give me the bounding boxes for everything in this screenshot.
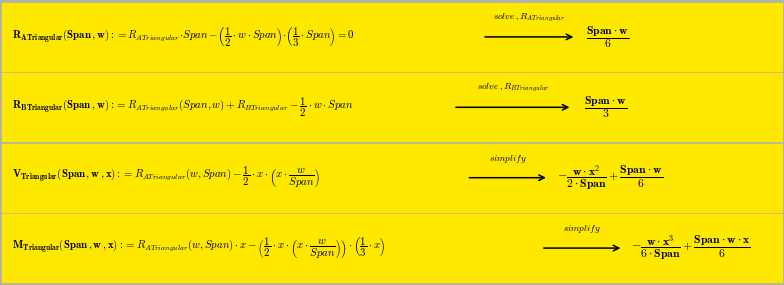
Text: $\mathit{simplify}$: $\mathit{simplify}$	[563, 223, 601, 235]
FancyBboxPatch shape	[2, 3, 782, 71]
FancyBboxPatch shape	[2, 214, 782, 282]
Text: $\mathbf{V}_{\mathbf{Triangular}}\mathbf{(Span\,,w\,,x):=}R_{ATriangular}(w,Span: $\mathbf{V}_{\mathbf{Triangular}}\mathbf…	[12, 165, 320, 190]
Text: $\mathit{simplify}$: $\mathit{simplify}$	[488, 153, 527, 165]
Text: $\mathit{solve}\,,R_{ATriangular}$: $\mathit{solve}\,,R_{ATriangular}$	[493, 12, 565, 24]
Text: $\mathbf{M}_{\mathbf{Triangular}}\mathbf{(Span\,,w\,,x):=}R_{ATriangular}(w,Span: $\mathbf{M}_{\mathbf{Triangular}}\mathbf…	[12, 235, 385, 261]
Text: $\mathbf{R}_{\mathbf{ATriangular}}\mathbf{(Span\,,w):=}R_{ATriangular}\!\cdot\! : $\mathbf{R}_{\mathbf{ATriangular}}\mathb…	[12, 25, 354, 49]
Text: $\mathbf{R}_{\mathbf{BTriangular}}\mathbf{(Span\,,w):=}R_{ATriangular}(Span,w)+R: $\mathbf{R}_{\mathbf{BTriangular}}\mathb…	[12, 95, 354, 119]
Text: $\dfrac{\mathbf{Span}\cdot\mathbf{w}}{\mathbf{6}}$: $\dfrac{\mathbf{Span}\cdot\mathbf{w}}{\m…	[586, 24, 630, 50]
Text: $-\dfrac{\mathbf{w}\cdot\mathbf{x}^{\mathbf{2}}}{\mathbf{2}\cdot\mathbf{Span}}+\: $-\dfrac{\mathbf{w}\cdot\mathbf{x}^{\mat…	[557, 163, 662, 192]
Text: $-\dfrac{\mathbf{w}\cdot\mathbf{x}^{\mathbf{3}}}{\mathbf{6}\cdot\mathbf{Span}}+\: $-\dfrac{\mathbf{w}\cdot\mathbf{x}^{\mat…	[631, 234, 751, 262]
FancyBboxPatch shape	[2, 144, 782, 212]
Text: $\dfrac{\mathbf{Span}\cdot\mathbf{w}}{\mathbf{3}}$: $\dfrac{\mathbf{Span}\cdot\mathbf{w}}{\m…	[584, 94, 627, 120]
Text: $\mathit{solve}\,,R_{BTriangular}$: $\mathit{solve}\,,R_{BTriangular}$	[477, 82, 549, 94]
FancyBboxPatch shape	[2, 73, 782, 141]
